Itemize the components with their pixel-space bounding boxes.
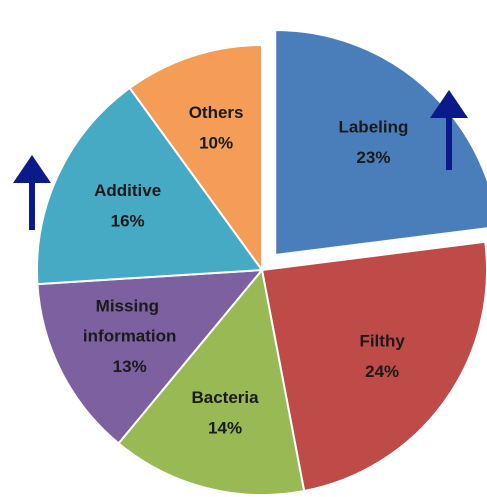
- pie-slice: [36, 268, 265, 445]
- value-label: 23%: [356, 148, 390, 167]
- value-label: 10%: [199, 133, 233, 152]
- arrow: [13, 155, 51, 230]
- value-label: 16%: [111, 211, 145, 230]
- value-label: 13%: [113, 357, 147, 376]
- slice-label: Additive: [94, 181, 161, 200]
- pie: [36, 28, 487, 496]
- slice-label: Others: [189, 103, 244, 122]
- pie-slice: [128, 43, 263, 274]
- arrow: [430, 90, 468, 170]
- slice-label: Bacteria: [192, 388, 260, 407]
- pie-slice: [36, 86, 264, 286]
- value-label: 24%: [365, 362, 399, 381]
- pie-slice: [117, 267, 306, 496]
- pie-slice: [274, 28, 487, 257]
- labels: Labeling 23% Filthy 24% Bacteria 14% Missing i…: [83, 103, 408, 437]
- slice-label: Labeling: [338, 118, 408, 137]
- slice-label: Missing information: [83, 297, 177, 346]
- slice-label: Filthy: [359, 332, 405, 351]
- value-label: 14%: [208, 418, 242, 437]
